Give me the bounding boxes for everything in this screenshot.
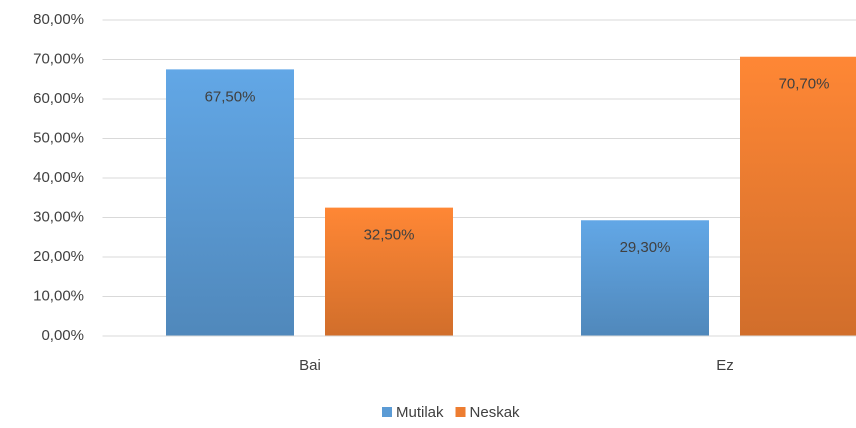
y-tick-label: 70,00% <box>33 50 84 67</box>
y-tick-label: 80,00% <box>33 11 84 28</box>
y-tick-label: 30,00% <box>33 208 84 225</box>
data-label: 32,50% <box>364 227 415 244</box>
x-tick-label: Bai <box>299 357 321 374</box>
legend-label: Neskak <box>470 404 521 421</box>
legend-swatch <box>455 407 466 417</box>
data-label: 67,50% <box>205 88 256 105</box>
bar <box>740 56 856 337</box>
y-tick-label: 60,00% <box>33 90 84 107</box>
data-label: 29,30% <box>620 239 671 256</box>
y-tick-label: 0,00% <box>41 327 84 344</box>
y-tick-label: 10,00% <box>33 287 84 304</box>
x-tick-label: Ez <box>716 357 734 374</box>
bar <box>166 69 294 336</box>
bar <box>325 207 453 336</box>
legend-swatch <box>382 407 392 417</box>
legend-label: Mutilak <box>396 404 444 421</box>
y-tick-label: 40,00% <box>33 169 84 186</box>
data-label: 70,70% <box>779 76 830 93</box>
y-tick-label: 20,00% <box>33 248 84 265</box>
y-tick-label: 50,00% <box>33 129 84 146</box>
bar <box>581 220 709 336</box>
